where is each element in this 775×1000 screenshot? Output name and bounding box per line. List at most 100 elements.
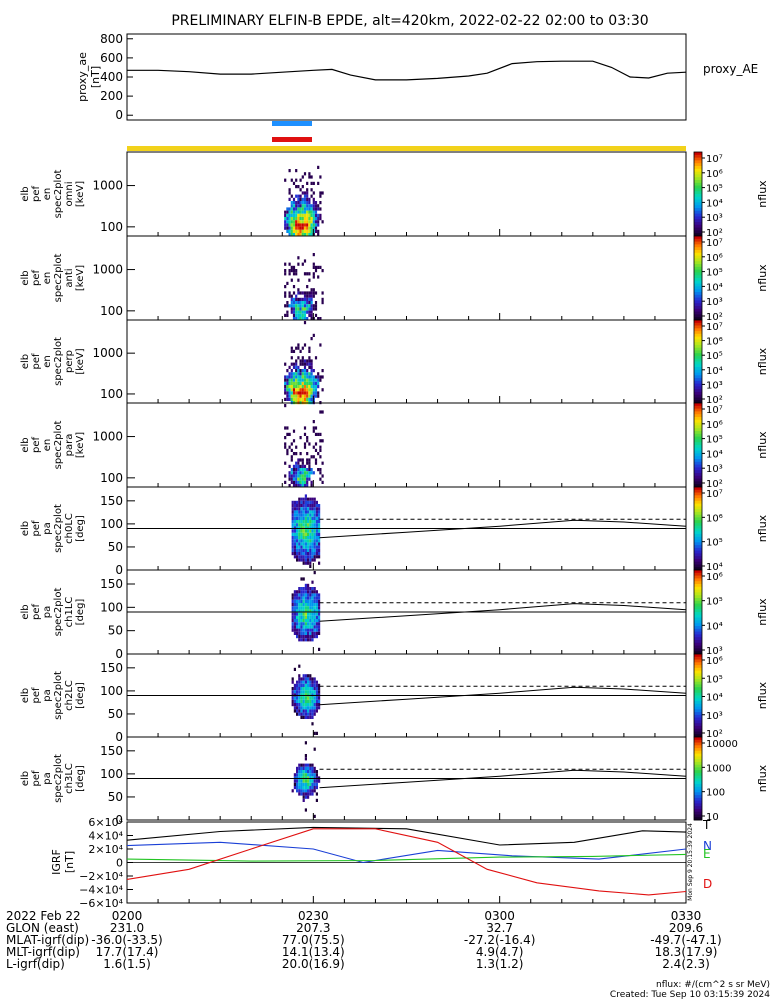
spec-cell: [295, 480, 298, 484]
pa-cell: [313, 683, 316, 687]
spec-cell: [299, 223, 302, 227]
spec-cell: [284, 404, 287, 408]
spec-cell: [319, 207, 322, 211]
spec-cell: [303, 317, 307, 321]
pa-ylabel-line: ch3LC: [64, 763, 75, 794]
pa-cell: [302, 590, 305, 594]
spec-cell: [288, 223, 291, 227]
footer-row-value: 209.6: [669, 921, 703, 935]
pa-cell: [313, 747, 316, 751]
spec-cell: [317, 204, 320, 208]
pa-cell: [302, 687, 305, 691]
spec-cell: [308, 201, 311, 205]
footer-row-label: MLT-igrf(dip): [6, 945, 80, 959]
pa-cell: [298, 680, 301, 684]
pa-ytick-label: 0: [115, 730, 123, 744]
spec-cell: [306, 391, 309, 395]
spec-cell: [295, 207, 298, 211]
pa-cell: [313, 635, 316, 639]
colorbar-swatch: [694, 350, 702, 354]
pa-cell: [307, 587, 310, 591]
pa-cell: [315, 635, 318, 639]
pa-cell: [307, 532, 310, 536]
spec-cell: [297, 480, 300, 484]
colorbar-tick-label: 10⁶: [706, 656, 723, 667]
colorbar-swatch: [694, 314, 702, 318]
pa-cell: [307, 635, 310, 639]
spec-cell: [286, 369, 289, 373]
pa-cell: [298, 596, 301, 600]
pa-cell: [315, 779, 318, 783]
pa-cell: [302, 529, 305, 533]
pa-cell: [313, 500, 316, 504]
spec-cell: [295, 233, 298, 237]
spec-cell: [306, 213, 309, 217]
pa-cell: [309, 715, 312, 719]
spec-cell: [297, 391, 300, 395]
spec-cell: [303, 197, 307, 201]
spec-cell: [295, 178, 298, 182]
colorbar-swatch: [694, 773, 702, 777]
spec-cell: [288, 217, 291, 221]
spec-cell: [306, 359, 309, 363]
spec-ytick-label: 100: [100, 220, 123, 234]
pa-cell: [307, 619, 310, 623]
colorbar-swatch: [694, 817, 702, 821]
pa-cell: [304, 513, 307, 517]
colorbar-tick-label: 10²: [706, 395, 723, 406]
spec-cell: [299, 381, 302, 385]
igrf-ytick-label: −6×10⁴: [79, 897, 123, 910]
spec-cell: [288, 375, 291, 379]
pa-ylabel-line: elb: [20, 771, 31, 786]
pa-cell: [309, 703, 312, 707]
pa-cell: [298, 603, 301, 607]
pa-cell: [302, 766, 305, 770]
pa-cell: [296, 536, 299, 540]
footer-row-value: 18.3(17.9): [655, 945, 718, 959]
spec-cell: [310, 369, 313, 373]
pa-cell: [311, 555, 314, 559]
pa-cell: [296, 555, 299, 559]
pa-cell: [300, 504, 303, 508]
pa-ylabel-line: [deg]: [75, 515, 86, 542]
pa-cell: [291, 500, 294, 504]
spec-cell: [308, 375, 311, 379]
spec-cell: [306, 194, 309, 198]
spec-cell: [292, 201, 296, 205]
spec-cell: [319, 201, 322, 205]
pa-ylabel: elb pef pa spec2plot ch3LC [deg]: [20, 754, 86, 803]
spec-cell: [292, 468, 296, 472]
spec-cell: [303, 391, 307, 395]
spec-cell: [314, 226, 318, 230]
pa-cell: [304, 542, 307, 546]
spec-cell: [297, 194, 300, 198]
pa-cell: [311, 763, 314, 767]
colorbar-swatch: [694, 199, 702, 203]
pa-cell: [309, 542, 312, 546]
pa-cell: [291, 510, 294, 514]
spec-cell: [290, 394, 293, 398]
pa-cell: [304, 609, 307, 613]
colorbar-swatch: [694, 442, 702, 446]
pa-cell: [300, 680, 303, 684]
spec-cell: [306, 272, 309, 276]
pa-cell: [304, 773, 307, 777]
colorbar-swatch: [694, 750, 702, 755]
pa-cell: [302, 683, 305, 687]
colorbar-swatch: [694, 266, 702, 271]
pa-cell: [315, 548, 318, 552]
spec-cell: [301, 471, 304, 475]
colorbar-swatch: [694, 459, 702, 463]
colorbar-swatch: [694, 606, 702, 610]
spec-cell: [288, 291, 291, 295]
spec-cell: [310, 310, 313, 314]
spec-cell: [303, 204, 307, 208]
spec-cell: [292, 480, 296, 484]
colorbar-swatch: [694, 286, 702, 290]
pa-cell: [291, 507, 294, 511]
pa-cell: [293, 696, 296, 700]
spec-cell: [290, 178, 293, 182]
